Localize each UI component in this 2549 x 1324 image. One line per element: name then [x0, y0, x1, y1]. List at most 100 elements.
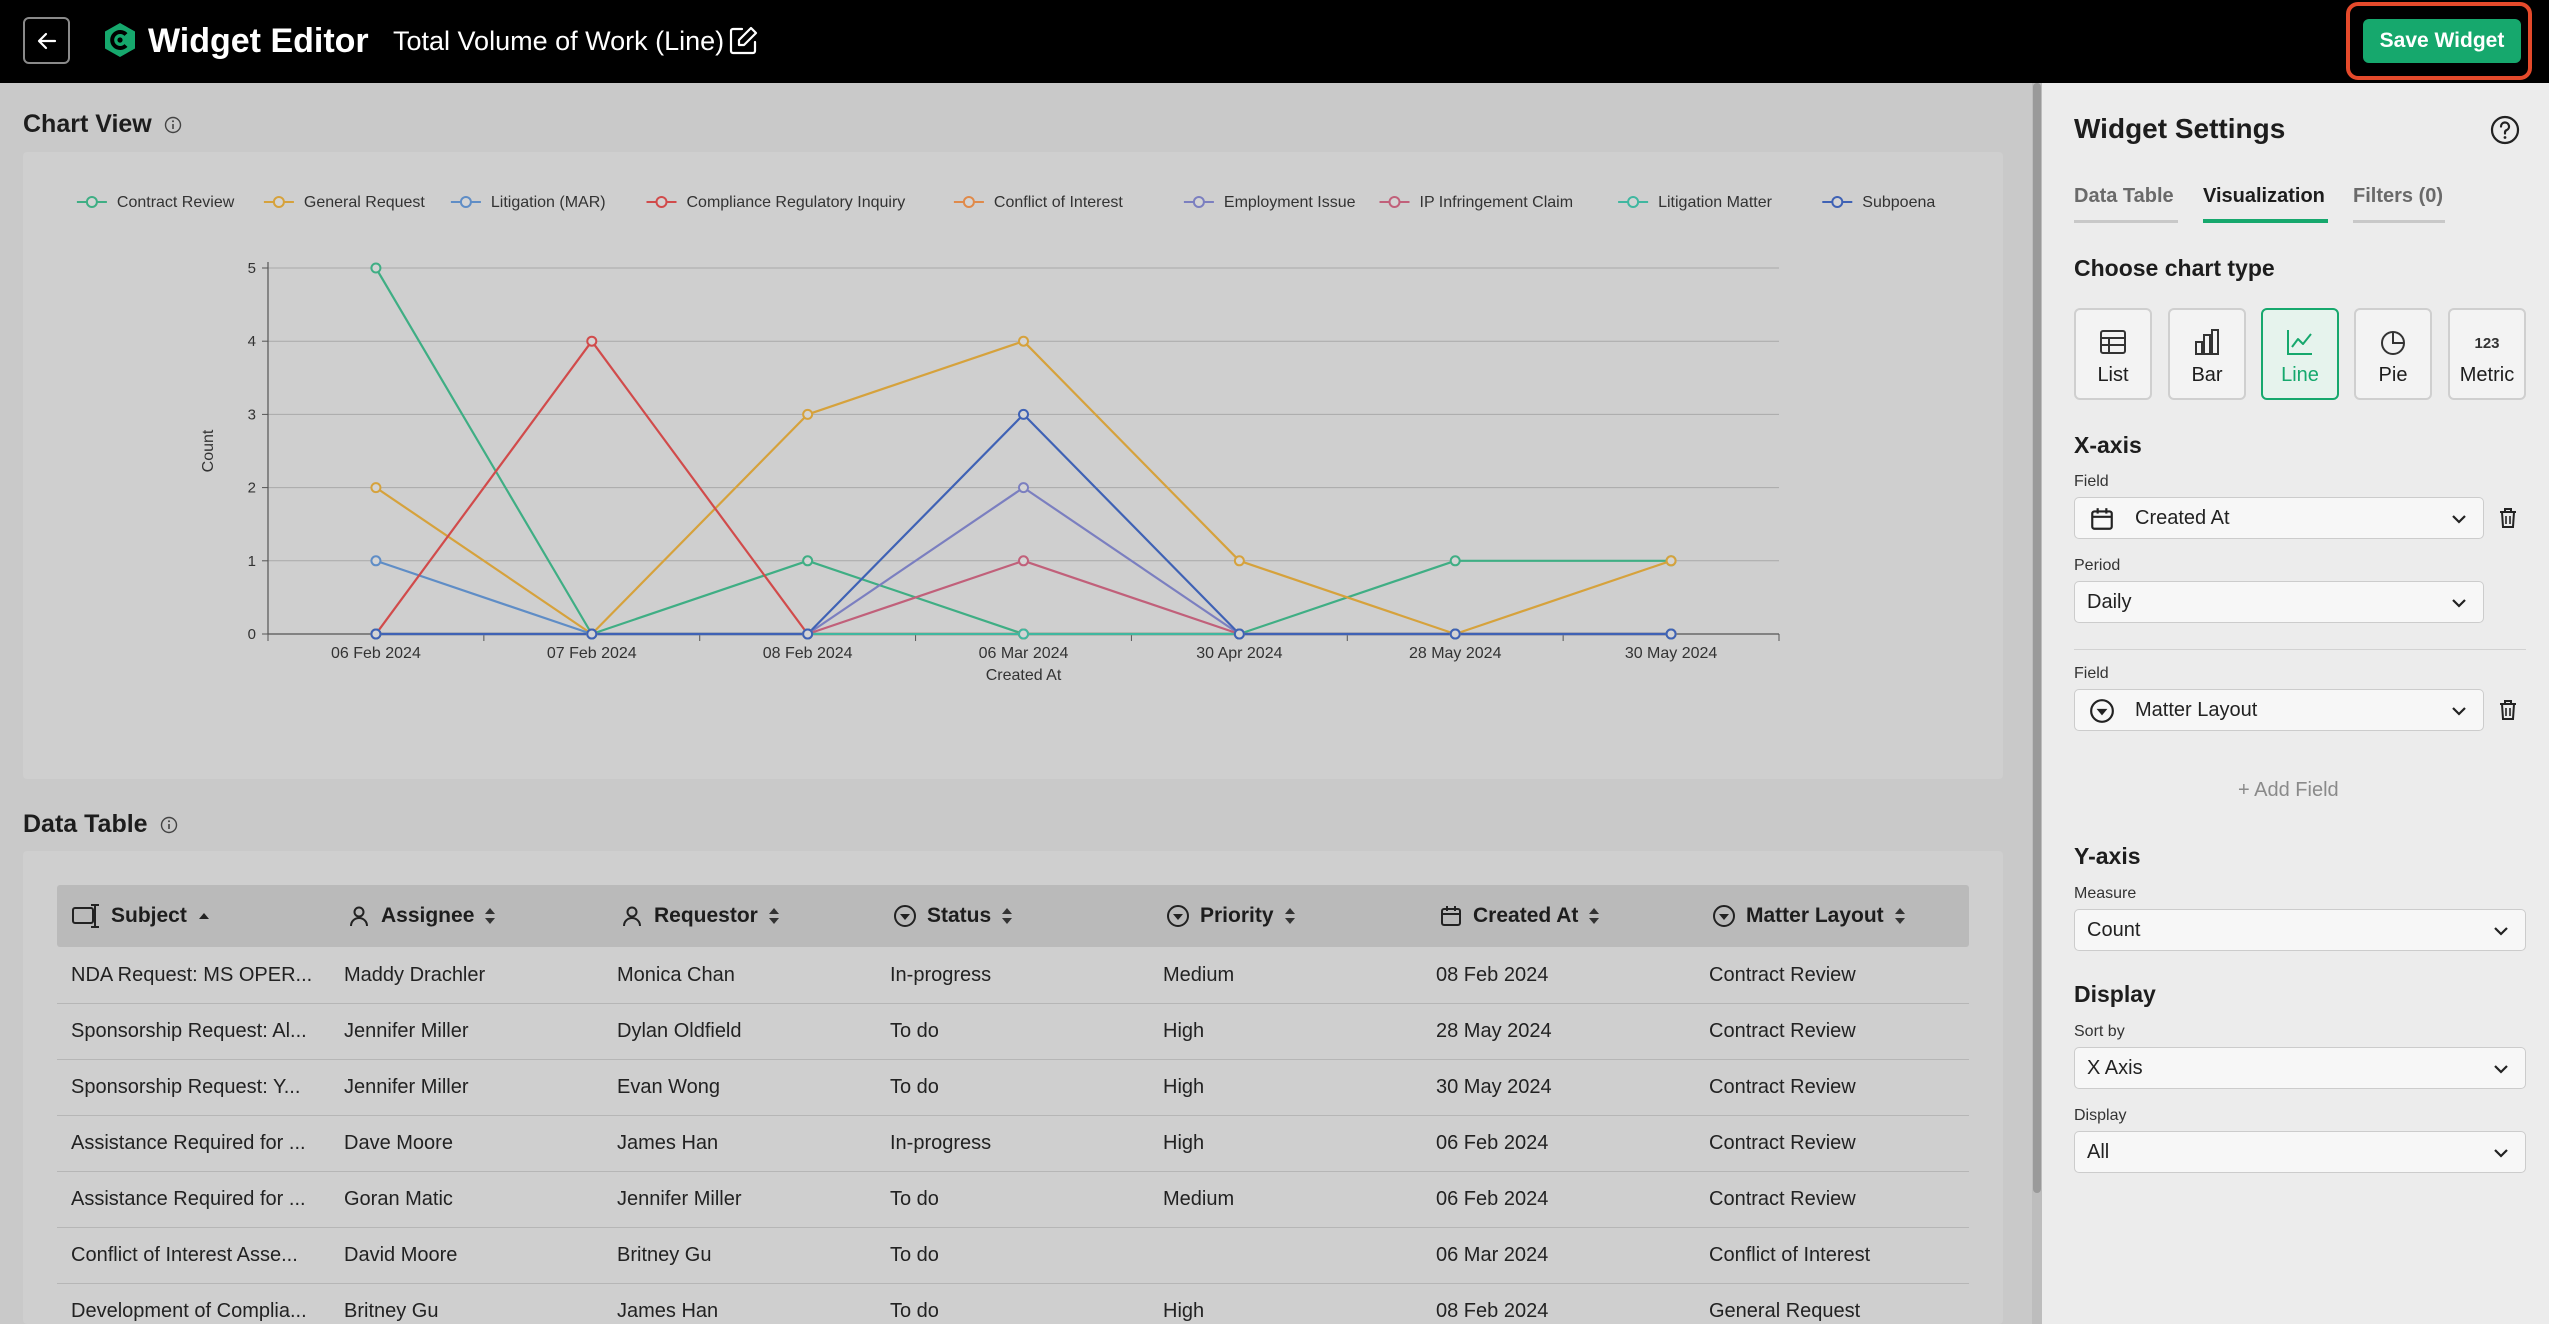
cell-created-at: 28 May 2024 [1436, 1020, 1552, 1042]
legend-marker [459, 196, 472, 208]
legend-marker [272, 196, 285, 208]
x-tick-label: 07 Feb 2024 [547, 645, 637, 662]
scrollbar-thumb[interactable] [2033, 83, 2041, 1193]
legend-marker [1388, 196, 1401, 208]
back-button[interactable] [23, 17, 70, 64]
trash-icon[interactable] [2497, 506, 2519, 530]
tab-filters[interactable]: Filters (0) [2353, 185, 2444, 207]
chart-type-line[interactable]: Line [2261, 308, 2339, 400]
cell-priority: High [1163, 1020, 1205, 1042]
data-table-heading: Data Table [23, 810, 178, 839]
column-label: Status [927, 904, 992, 927]
legend-label: IP Infringement Claim [1420, 194, 1574, 211]
cell-created-at: 30 May 2024 [1436, 1076, 1552, 1098]
cell-assignee: Britney Gu [344, 1300, 439, 1322]
legend-label: Contract Review [117, 194, 235, 211]
table-row[interactable]: NDA Request: MS OPER... Maddy Drachler M… [57, 947, 1969, 1004]
table-row[interactable]: Assistance Required for ... Goran Matic … [57, 1171, 1969, 1228]
trash-icon[interactable] [2497, 698, 2519, 722]
y-tick-label: 2 [248, 480, 256, 497]
widget-settings-panel: Widget Settings Data Table Visualization… [2042, 83, 2549, 1324]
cell-matter-layout: Conflict of Interest [1709, 1244, 1871, 1266]
x-axis-field-select[interactable]: Created At [2074, 497, 2484, 539]
cell-requestor: Jennifer Miller [617, 1188, 742, 1210]
add-field-button[interactable]: + Add Field [2238, 779, 2339, 802]
x-axis-label: Created At [986, 667, 1062, 684]
chart-type-bar[interactable]: Bar [2168, 308, 2246, 400]
user-icon [350, 906, 368, 927]
series-line [375, 413, 1672, 636]
column-header-priority[interactable]: Priority [1166, 885, 1296, 947]
arrow-left-icon [37, 32, 56, 49]
display-select[interactable]: All [2074, 1131, 2526, 1173]
table-header: Subject Assignee Requestor Status [57, 885, 1969, 947]
cell-status: To do [890, 1188, 939, 1210]
legend-marker [962, 196, 975, 208]
legend-marker [85, 196, 98, 208]
y-tick-label: 4 [248, 333, 256, 350]
sort-by-select[interactable]: X Axis [2074, 1047, 2526, 1089]
y-tick-label: 3 [248, 406, 256, 423]
cell-requestor: Britney Gu [617, 1244, 712, 1266]
series-line [374, 267, 1672, 636]
tab-visualization[interactable]: Visualization [2203, 185, 2325, 207]
column-header-matter-layout[interactable]: Matter Layout [1712, 885, 1906, 947]
data-point [370, 628, 382, 640]
chart-type-label: Line [2281, 364, 2319, 386]
tab-underline [2353, 220, 2445, 223]
edit-icon[interactable] [726, 24, 760, 58]
sort-icon [768, 908, 779, 924]
legend-marker [1831, 196, 1844, 208]
select-value: Created At [2135, 507, 2230, 529]
cell-subject: Sponsorship Request: Y... [71, 1076, 301, 1098]
table-row[interactable]: Assistance Required for ... Dave Moore J… [57, 1115, 1969, 1172]
y-axis-heading: Y-axis [2074, 843, 2141, 869]
cell-priority: High [1163, 1300, 1205, 1322]
measure-select[interactable]: Count [2074, 909, 2526, 951]
field-label: Field [2074, 473, 2109, 490]
table-row[interactable]: Development of Complia... Britney Gu Jam… [57, 1283, 1969, 1324]
x-tick-label: 06 Mar 2024 [979, 645, 1069, 662]
chevron-down-icon [2494, 1149, 2508, 1158]
column-header-status[interactable]: Status [893, 885, 1013, 947]
chevron-down-icon [2494, 927, 2508, 936]
data-point [586, 335, 598, 347]
chart-type-list[interactable]: List [2074, 308, 2152, 400]
pie-chart-icon [2381, 331, 2405, 355]
cell-status: To do [890, 1244, 939, 1266]
data-point [802, 555, 814, 567]
table-row[interactable]: Sponsorship Request: Al... Jennifer Mill… [57, 1003, 1969, 1060]
period-select[interactable]: Daily [2074, 581, 2484, 623]
save-widget-button[interactable]: Save Widget [2363, 19, 2521, 63]
chart-type-pie[interactable]: Pie [2354, 308, 2432, 400]
sort-icon [485, 908, 496, 924]
column-header-assignee[interactable]: Assignee [347, 885, 496, 947]
info-icon[interactable] [164, 116, 182, 134]
data-point [1449, 628, 1461, 640]
cell-subject: Conflict of Interest Asse... [71, 1244, 298, 1266]
table-row[interactable]: Conflict of Interest Asse... David Moore… [57, 1227, 1969, 1284]
y-axis-label: Count [200, 429, 217, 472]
logo-icon [105, 23, 135, 57]
column-header-created-at[interactable]: Created At [1439, 885, 1600, 947]
text-field-icon [72, 904, 99, 928]
legend-label: Compliance Regulatory Inquiry [687, 194, 906, 211]
cell-priority: Medium [1163, 1188, 1235, 1210]
y-tick-label: 1 [248, 553, 256, 570]
cell-requestor: Evan Wong [617, 1076, 721, 1098]
add-field-label: Add Field [2254, 779, 2339, 801]
column-header-requestor[interactable]: Requestor [620, 885, 780, 947]
user-icon [623, 906, 641, 927]
legend-label: Subpoena [1862, 194, 1935, 211]
cell-matter-layout: Contract Review [1709, 1132, 1856, 1154]
info-icon[interactable] [160, 816, 178, 834]
table-row[interactable]: Sponsorship Request: Y... Jennifer Mille… [57, 1059, 1969, 1116]
chart-type-metric[interactable]: 123 Metric [2448, 308, 2526, 400]
tab-data-table[interactable]: Data Table [2074, 185, 2174, 207]
cell-subject: NDA Request: MS OPER... [71, 964, 313, 986]
help-icon[interactable] [2490, 115, 2520, 145]
legend-marker [1192, 196, 1205, 208]
x-axis-field2-select[interactable]: Matter Layout [2074, 689, 2484, 731]
x-tick-label: 28 May 2024 [1409, 645, 1502, 662]
column-header-subject[interactable]: Subject [71, 885, 211, 947]
